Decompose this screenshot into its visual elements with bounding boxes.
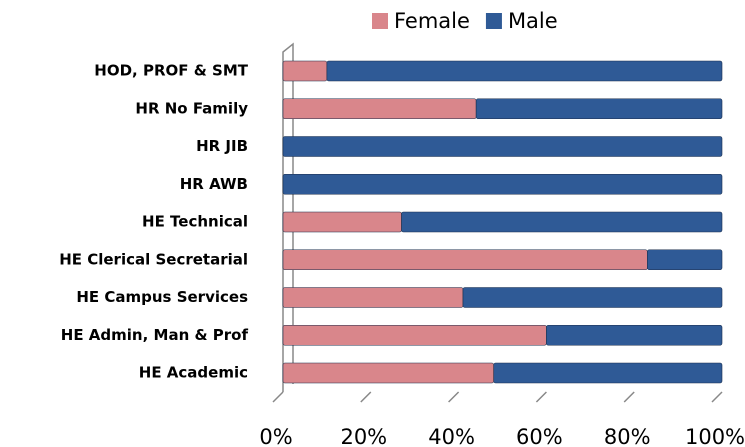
x-tick-label: 0%	[259, 425, 292, 447]
category-label: HR AWB	[180, 175, 248, 193]
x-tick-label: 80%	[604, 425, 651, 447]
bar-segment	[546, 324, 723, 346]
tick-mark	[535, 391, 547, 403]
bar-segment	[647, 249, 723, 271]
bar-segment	[282, 362, 495, 384]
tick-mark	[711, 391, 723, 403]
category-label: HR JIB	[196, 137, 248, 155]
category-label: HE Technical	[142, 213, 248, 231]
bar-segment	[475, 98, 723, 120]
category-label: HE Clerical Secretarial	[59, 250, 248, 268]
bar-segment	[282, 173, 723, 195]
bar-segment	[282, 249, 648, 271]
bar-segment	[401, 211, 723, 233]
legend-swatch	[372, 13, 388, 29]
category-label: HE Campus Services	[76, 288, 248, 306]
category-label: HE Admin, Man & Prof	[61, 326, 249, 344]
legend-label: Male	[508, 9, 558, 33]
bar-segment	[462, 287, 723, 308]
x-tick-label: 40%	[428, 425, 475, 447]
tick-mark	[448, 391, 460, 403]
legend-label: Female	[394, 9, 470, 33]
tick-mark	[360, 391, 372, 403]
bar-segment	[282, 60, 328, 82]
category-label: HR No Family	[135, 99, 248, 117]
bar-segment	[282, 287, 464, 308]
category-label: HOD, PROF & SMT	[94, 62, 248, 80]
tick-mark	[623, 391, 635, 403]
legend-swatch	[485, 13, 502, 29]
bar-segment	[282, 136, 723, 157]
bar-segment	[282, 98, 477, 120]
tick-mark	[272, 391, 284, 403]
bar-segment	[326, 60, 723, 82]
bar-segment	[493, 362, 723, 384]
category-label: HE Academic	[139, 364, 248, 382]
x-tick-label: 20%	[340, 425, 387, 447]
x-tick-label: 60%	[516, 425, 563, 447]
bar-segment	[282, 324, 547, 346]
x-tick-label: 100%	[685, 425, 745, 447]
bar-segment	[282, 211, 402, 233]
